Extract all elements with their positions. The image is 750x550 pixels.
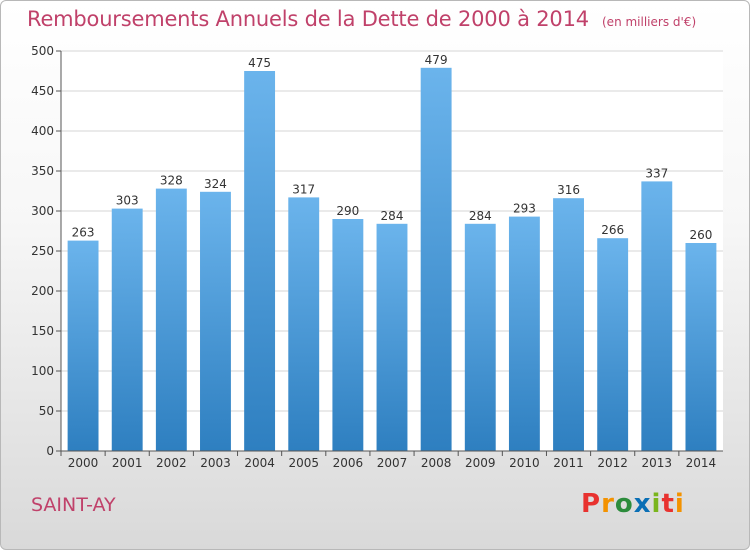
data-label: 303 — [116, 194, 139, 208]
x-tick-label: 2001 — [112, 456, 143, 470]
bar-2014 — [685, 243, 717, 451]
data-label: 290 — [336, 204, 359, 218]
bar-2002 — [155, 188, 187, 451]
y-tick-label: 150 — [31, 324, 54, 338]
x-tick-label: 2003 — [200, 456, 231, 470]
data-label: 316 — [557, 183, 580, 197]
bar-2006 — [332, 219, 364, 451]
bar-2010 — [508, 216, 540, 451]
data-label: 328 — [160, 174, 183, 188]
x-tick-label: 2008 — [421, 456, 452, 470]
y-tick-label: 200 — [31, 284, 54, 298]
bar-2007 — [376, 223, 408, 451]
data-label: 266 — [601, 223, 624, 237]
logo-letter: P — [581, 489, 602, 519]
y-tick-label: 50 — [39, 404, 54, 418]
logo-letter: x — [633, 489, 652, 519]
data-label: 475 — [248, 56, 271, 70]
bar-2001 — [111, 208, 143, 451]
bars: 263 303 328 324 475 317 290 284 479 284 293 316 266 3… — [67, 53, 717, 452]
x-tick-label: 2000 — [68, 456, 99, 470]
commune-name: SAINT-AY — [31, 494, 116, 516]
x-tick-label: 2007 — [377, 456, 408, 470]
logo-letter: r — [601, 489, 615, 519]
y-tick-label: 500 — [31, 44, 54, 58]
logo-letter: o — [614, 489, 634, 519]
data-label: 293 — [513, 202, 536, 216]
proxiti-logo[interactable]: Proxiti — [581, 489, 685, 519]
data-label: 284 — [381, 209, 404, 223]
x-tick-label: 2004 — [244, 456, 275, 470]
logo-letter: i — [651, 489, 662, 519]
x-tick-label: 2010 — [509, 456, 540, 470]
data-label: 284 — [469, 209, 492, 223]
y-tick-label: 350 — [31, 164, 54, 178]
bar-2004 — [244, 71, 276, 451]
data-label: 317 — [292, 182, 315, 196]
logo-letter: i — [674, 489, 685, 519]
y-tick-label: 400 — [31, 124, 54, 138]
x-tick-label: 2013 — [642, 456, 673, 470]
x-tick-label: 2005 — [288, 456, 319, 470]
bar-2013 — [641, 181, 673, 451]
x-tick-label: 2009 — [465, 456, 496, 470]
data-label: 263 — [72, 226, 95, 240]
bar-2008 — [420, 67, 452, 452]
data-label: 260 — [689, 228, 712, 242]
y-tick-label: 0 — [46, 444, 54, 458]
data-label: 479 — [425, 53, 448, 67]
x-tick-label: 2012 — [597, 456, 628, 470]
bar-2005 — [288, 197, 320, 451]
x-tick-label: 2002 — [156, 456, 187, 470]
y-tick-label: 300 — [31, 204, 54, 218]
bar-2003 — [200, 191, 231, 452]
data-label: 337 — [645, 166, 668, 180]
y-tick-label: 250 — [31, 244, 54, 258]
data-label: 324 — [204, 177, 227, 191]
logo-letter: t — [661, 489, 675, 519]
x-tick-label: 2011 — [553, 456, 584, 470]
chart-title-row: Remboursements Annuels de la Dette de 20… — [27, 7, 696, 31]
x-tick-label: 2014 — [686, 456, 717, 470]
bar-2012 — [597, 238, 629, 451]
axes: 0 50 100 150 200 250 300 350 400 450 500 2000 2001 20… — [31, 44, 723, 470]
bar-2011 — [553, 198, 584, 451]
y-tick-label: 100 — [31, 364, 54, 378]
chart-subtitle: (en milliers d'€) — [602, 15, 697, 29]
bar-2009 — [464, 223, 496, 451]
bar-2000 — [67, 240, 99, 451]
x-tick-label: 2006 — [333, 456, 364, 470]
chart-title: Remboursements Annuels de la Dette de 20… — [27, 7, 589, 31]
y-tick-label: 450 — [31, 84, 54, 98]
